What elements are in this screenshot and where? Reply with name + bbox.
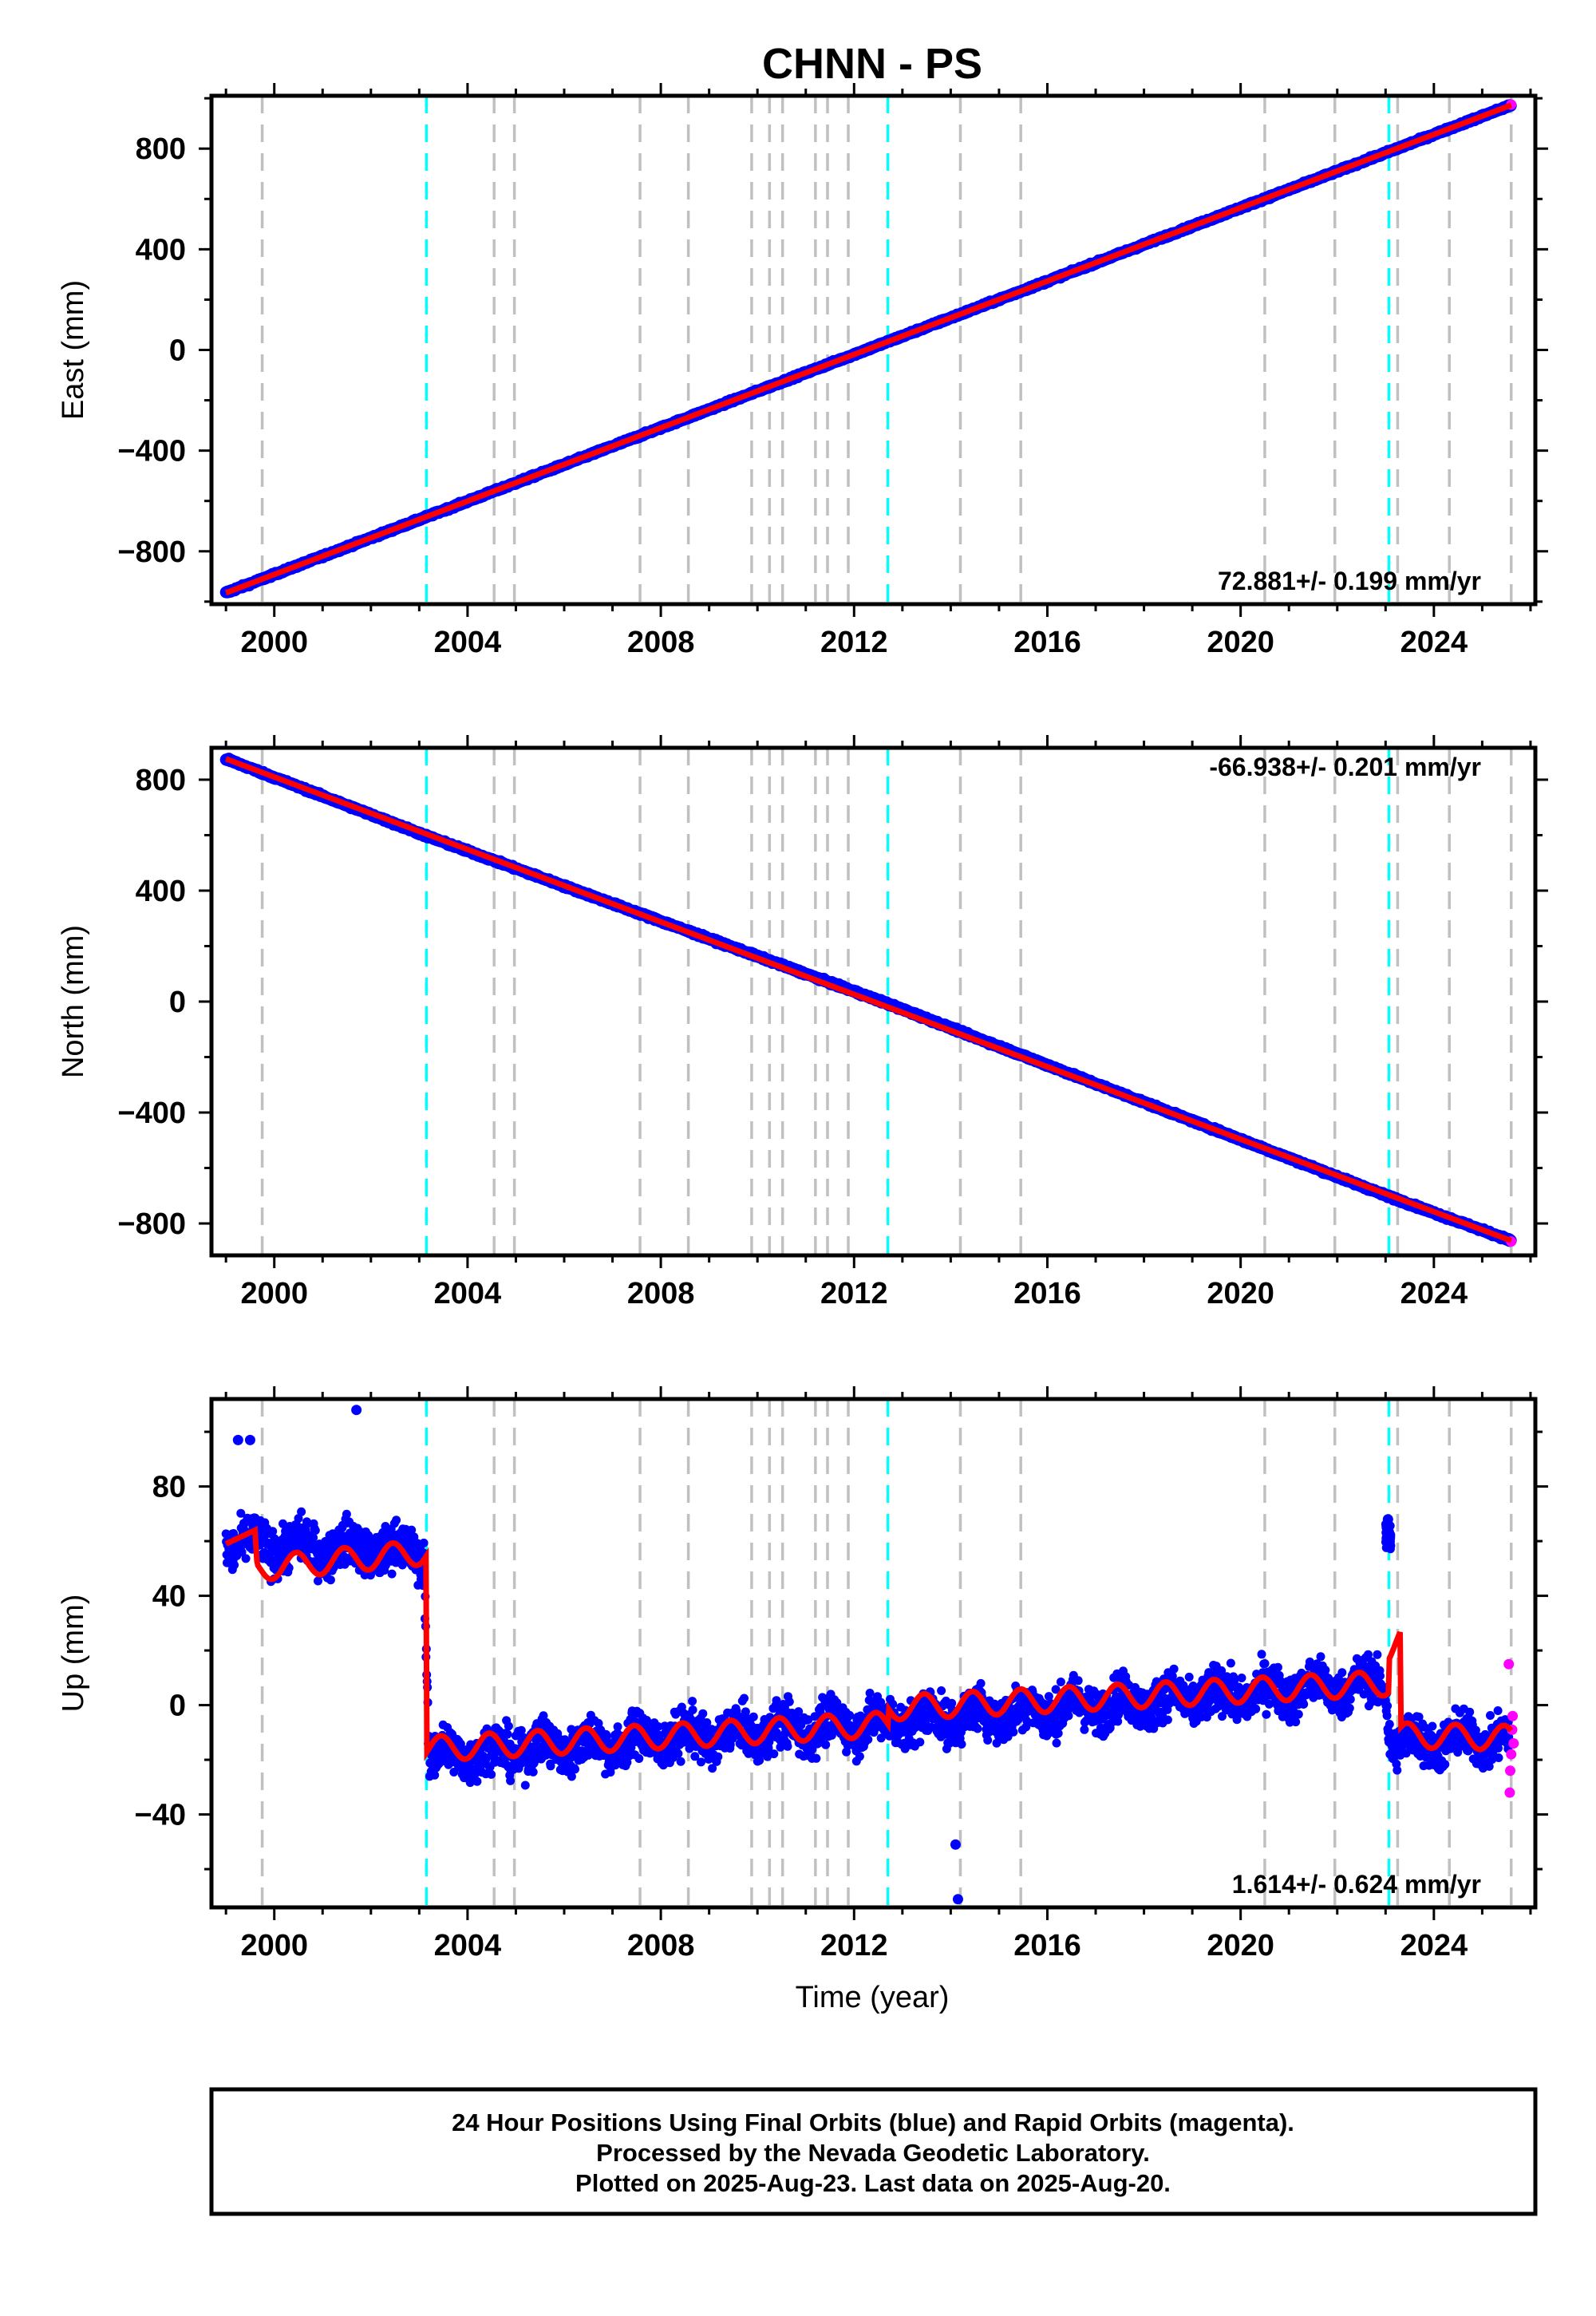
east-x-tick-label: 2024: [1400, 626, 1468, 659]
east-x-tick-label: 2000: [240, 626, 308, 659]
north-y-tick-label: −800: [117, 1207, 186, 1241]
east-y-tick-label: −800: [117, 536, 186, 569]
up-plot-area: [221, 1399, 1519, 1907]
east-model-line: [224, 102, 1512, 596]
north-y-tick-label: 400: [136, 875, 186, 908]
up-final-point: [314, 1576, 322, 1586]
up-final-point: [309, 1533, 318, 1543]
north-y-tick-label: 800: [136, 764, 186, 797]
up-final-point: [310, 1526, 320, 1535]
up-final-point: [236, 1508, 246, 1518]
north-plot-area: [219, 748, 1517, 1255]
east-x-tick-label: 2004: [434, 626, 502, 659]
north-x-tick-label: 2024: [1400, 1277, 1468, 1310]
north-model-line: [224, 756, 1512, 1243]
up-final-point: [268, 1527, 278, 1536]
up-final-point: [230, 1560, 239, 1570]
north-x-tick-label: 2020: [1207, 1277, 1274, 1310]
east-rate-label: 72.881+/- 0.199 mm/yr: [1218, 567, 1481, 595]
north-x-tick-label: 2012: [820, 1277, 888, 1310]
east-y-tick-label: 0: [169, 334, 186, 368]
up-final-point: [279, 1519, 287, 1528]
north-panel: 2000 2004 2008 2012 2016 2020 2024 −800 −400 0 400…: [57, 735, 1548, 1310]
up-final-point: [241, 1554, 251, 1563]
north-y-axis-label: North (mm): [57, 925, 90, 1078]
up-final-point: [237, 1547, 247, 1557]
up-final-point: [326, 1575, 335, 1585]
east-plot-area: [219, 96, 1517, 604]
east-x-tick-label: 2008: [627, 626, 695, 659]
up-final-point: [294, 1514, 303, 1524]
east-x-tick-label: 2020: [1207, 626, 1274, 659]
north-y-tick-label: −400: [117, 1097, 186, 1130]
north-x-tick-label: 2004: [434, 1277, 502, 1310]
north-y-tick-label: 0: [169, 986, 186, 1019]
north-x-tick-label: 2000: [240, 1277, 308, 1310]
east-y-tick-label: −400: [117, 435, 186, 468]
up-final-point: [297, 1507, 306, 1516]
north-rate-label: -66.938+/- 0.201 mm/yr: [1209, 753, 1481, 781]
east-y-tick-label: 400: [136, 233, 186, 267]
east-panel: 2000 2004 2008 2012 2016 2020 2024 −800 −400 0 400…: [57, 83, 1548, 659]
east-y-tick-label: 800: [136, 132, 186, 166]
east-y-axis-label: East (mm): [57, 280, 90, 420]
east-x-tick-label: 2016: [1013, 626, 1081, 659]
north-x-tick-label: 2008: [627, 1277, 695, 1310]
chart-title: CHNN - PS: [762, 40, 982, 88]
north-x-tick-label: 2016: [1013, 1277, 1081, 1310]
up-final-point: [302, 1519, 312, 1528]
east-x-tick-label: 2012: [820, 626, 888, 659]
